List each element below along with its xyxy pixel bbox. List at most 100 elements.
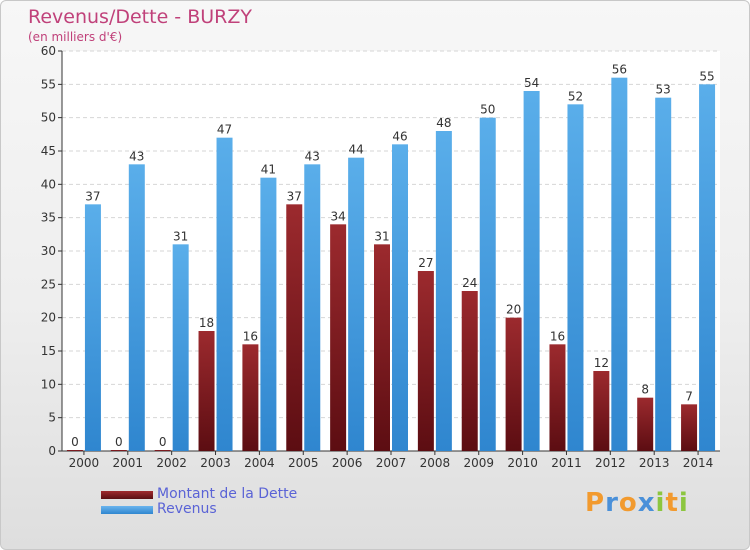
logo-letter: x bbox=[637, 488, 656, 518]
bar-dette bbox=[593, 371, 610, 451]
bar-revenus bbox=[523, 91, 540, 451]
data-label: 48 bbox=[436, 116, 451, 130]
bar-dette bbox=[374, 244, 390, 451]
bar-dette bbox=[461, 291, 478, 451]
bar-revenus bbox=[348, 157, 365, 451]
x-tick-label: 2011 bbox=[551, 456, 582, 470]
y-tick-label: 60 bbox=[41, 44, 56, 58]
data-label: 12 bbox=[594, 356, 609, 370]
data-label: 31 bbox=[374, 229, 389, 243]
y-tick-label: 0 bbox=[48, 444, 56, 458]
x-tick-label: 2012 bbox=[595, 456, 626, 470]
x-tick-label: 2005 bbox=[288, 456, 319, 470]
y-tick-label: 5 bbox=[48, 411, 56, 425]
bar-dette bbox=[417, 271, 434, 451]
legend-swatch-dette bbox=[101, 491, 153, 499]
data-label: 54 bbox=[524, 76, 539, 90]
logo-letter: t bbox=[665, 488, 679, 518]
x-tick-label: 2004 bbox=[244, 456, 275, 470]
data-label: 50 bbox=[480, 103, 495, 117]
x-tick-label: 2003 bbox=[200, 456, 231, 470]
y-tick-label: 35 bbox=[41, 211, 56, 225]
legend-label-revenus: Revenus bbox=[157, 501, 217, 517]
x-tick-label: 2013 bbox=[639, 456, 670, 470]
x-tick-label: 2009 bbox=[463, 456, 494, 470]
data-label: 8 bbox=[641, 383, 649, 397]
x-tick-label: 2014 bbox=[683, 456, 714, 470]
data-label: 43 bbox=[305, 149, 320, 163]
bar-revenus bbox=[172, 244, 189, 451]
bar-dette bbox=[549, 344, 566, 451]
bar-revenus bbox=[611, 77, 628, 452]
y-tick-label: 10 bbox=[41, 377, 56, 391]
logo-letter: P bbox=[585, 488, 606, 518]
y-tick-label: 30 bbox=[41, 244, 56, 258]
x-tick-label: 2010 bbox=[507, 456, 538, 470]
data-label: 18 bbox=[199, 316, 214, 330]
bar-dette bbox=[66, 450, 83, 451]
bar-revenus bbox=[84, 204, 101, 451]
data-label: 0 bbox=[159, 435, 167, 449]
proxiti-logo: Proxiti bbox=[585, 488, 689, 518]
data-label: 37 bbox=[85, 189, 100, 203]
bar-revenus bbox=[435, 131, 452, 451]
data-label: 34 bbox=[330, 209, 345, 223]
logo-letter: i bbox=[655, 488, 666, 518]
bar-dette bbox=[242, 344, 259, 451]
logo-letter: o bbox=[618, 488, 638, 518]
bar-dette bbox=[286, 204, 303, 451]
data-label: 0 bbox=[71, 435, 79, 449]
data-label: 24 bbox=[462, 276, 477, 290]
x-tick-label: 2002 bbox=[156, 456, 187, 470]
bar-dette bbox=[154, 450, 171, 451]
data-label: 55 bbox=[699, 69, 714, 83]
bar-revenus bbox=[260, 177, 277, 451]
chart-title: Revenus/Dette - BURZY bbox=[28, 6, 252, 28]
data-label: 56 bbox=[612, 63, 627, 77]
data-label: 52 bbox=[568, 89, 583, 103]
bar-revenus bbox=[216, 137, 233, 451]
bar-revenus bbox=[699, 84, 716, 451]
data-label: 27 bbox=[418, 256, 433, 270]
data-label: 0 bbox=[115, 435, 123, 449]
legend-label-dette: Montant de la Dette bbox=[157, 486, 298, 502]
bar-revenus bbox=[128, 164, 145, 452]
y-tick-label: 55 bbox=[41, 77, 56, 91]
x-tick-label: 2006 bbox=[332, 456, 363, 470]
bar-revenus bbox=[479, 117, 496, 452]
x-tick-label: 2008 bbox=[420, 456, 451, 470]
y-tick-label: 25 bbox=[41, 277, 56, 291]
bar-dette bbox=[330, 224, 347, 451]
bar-revenus bbox=[392, 144, 408, 452]
bar-dette bbox=[198, 331, 215, 451]
data-label: 46 bbox=[392, 129, 407, 143]
data-label: 44 bbox=[348, 143, 363, 157]
data-label: 37 bbox=[287, 189, 302, 203]
bar-revenus bbox=[655, 97, 672, 452]
data-label: 43 bbox=[129, 149, 144, 163]
y-tick-label: 15 bbox=[41, 344, 56, 358]
x-tick-label: 2001 bbox=[113, 456, 144, 470]
logo-letter: i bbox=[678, 488, 689, 518]
bar-dette bbox=[637, 397, 654, 451]
data-label: 7 bbox=[685, 389, 693, 403]
data-label: 31 bbox=[173, 229, 188, 243]
bar-dette bbox=[681, 404, 698, 451]
bar-revenus bbox=[304, 164, 321, 452]
bar-dette bbox=[505, 317, 522, 451]
bar-revenus bbox=[567, 104, 584, 451]
x-tick-label: 2000 bbox=[69, 456, 100, 470]
chart-subtitle: (en milliers d'€) bbox=[28, 30, 123, 44]
data-label: 41 bbox=[261, 163, 276, 177]
y-tick-label: 20 bbox=[41, 311, 56, 325]
data-label: 16 bbox=[550, 329, 565, 343]
data-label: 20 bbox=[506, 303, 521, 317]
x-tick-label: 2007 bbox=[376, 456, 407, 470]
logo-letter: r bbox=[605, 488, 619, 518]
y-tick-label: 50 bbox=[41, 111, 56, 125]
data-label: 47 bbox=[217, 123, 232, 137]
bar-dette bbox=[110, 450, 127, 451]
legend-swatch-revenus bbox=[101, 506, 153, 514]
